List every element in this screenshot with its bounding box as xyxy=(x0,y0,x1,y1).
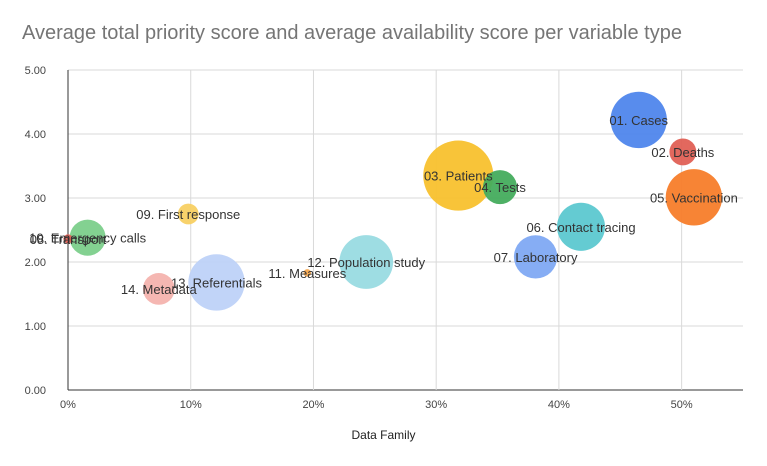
bubble-label: 07. Laboratory xyxy=(494,250,578,265)
bubble xyxy=(177,203,199,225)
x-tick-label: 0% xyxy=(60,399,76,411)
bubble-label: 09. First response xyxy=(136,207,240,222)
bubble xyxy=(423,140,494,211)
bubble xyxy=(513,235,558,279)
x-tick-label: 50% xyxy=(671,399,693,411)
bubble xyxy=(188,254,245,311)
bubble xyxy=(669,138,697,166)
y-tick-label: 4.00 xyxy=(25,129,46,141)
bubble xyxy=(610,91,667,149)
y-tick-label: 1.00 xyxy=(25,321,46,333)
x-axis-title: Data Family xyxy=(351,428,416,442)
bubble-label: 12. Population study xyxy=(307,255,425,270)
x-tick-label: 10% xyxy=(180,399,202,411)
bubble-label: 03. Patients xyxy=(424,169,493,184)
bubble-label: 13. Referentials xyxy=(171,275,263,290)
bubble xyxy=(483,170,517,205)
bubble-label: 02. Deaths xyxy=(651,145,714,160)
bubble-label: 10. Emergency calls xyxy=(29,231,147,246)
chart-title: Average total priority score and average… xyxy=(22,22,682,44)
bubble-label: 08. Transport xyxy=(30,232,107,247)
bubble-label: 11. Measures xyxy=(268,266,346,281)
bubble xyxy=(63,234,73,244)
bubble xyxy=(303,269,312,277)
bubble-label: 01. Cases xyxy=(609,113,668,128)
bubble xyxy=(556,202,606,251)
x-tick-label: 30% xyxy=(425,399,447,411)
y-tick-label: 5.00 xyxy=(25,65,46,77)
y-tick-label: 3.00 xyxy=(25,193,46,205)
y-tick-label: 0.00 xyxy=(25,385,46,397)
bubble xyxy=(69,219,106,256)
bubble-label: 06. Contact tracing xyxy=(526,220,635,235)
x-tick-label: 40% xyxy=(548,399,570,411)
bubble-label: 04. Tests xyxy=(474,180,526,195)
x-tick-label: 20% xyxy=(302,399,324,411)
bubble xyxy=(142,272,175,305)
bubble-label: 05. Vaccination xyxy=(650,190,738,205)
bubble xyxy=(665,169,723,226)
y-tick-label: 2.00 xyxy=(25,257,46,269)
bubble-label: 14. Metadata xyxy=(121,282,198,297)
bubble xyxy=(339,235,394,289)
